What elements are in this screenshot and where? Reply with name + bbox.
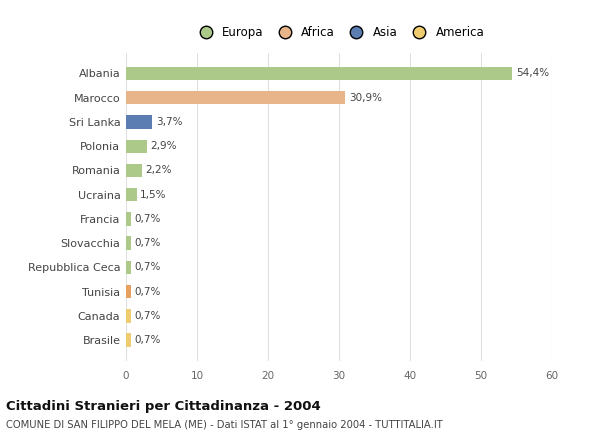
Text: 1,5%: 1,5% [140, 190, 167, 200]
Text: 54,4%: 54,4% [516, 69, 549, 78]
Bar [126, 285, 131, 298]
Text: 2,9%: 2,9% [150, 141, 176, 151]
Bar [126, 164, 142, 177]
Text: 0,7%: 0,7% [134, 311, 161, 321]
Text: Cittadini Stranieri per Cittadinanza - 2004: Cittadini Stranieri per Cittadinanza - 2… [6, 400, 321, 414]
Bar [126, 212, 131, 226]
Text: 2,2%: 2,2% [145, 165, 172, 176]
Text: COMUNE DI SAN FILIPPO DEL MELA (ME) - Dati ISTAT al 1° gennaio 2004 - TUTTITALIA: COMUNE DI SAN FILIPPO DEL MELA (ME) - Da… [6, 420, 443, 430]
Text: 0,7%: 0,7% [134, 335, 161, 345]
Bar [126, 236, 131, 250]
Bar [126, 139, 146, 153]
Text: 0,7%: 0,7% [134, 238, 161, 248]
Text: 30,9%: 30,9% [349, 93, 382, 103]
Text: 0,7%: 0,7% [134, 286, 161, 297]
Bar [126, 67, 512, 80]
Bar [126, 261, 131, 274]
Text: 0,7%: 0,7% [134, 262, 161, 272]
Bar [126, 115, 152, 128]
Bar [126, 309, 131, 323]
Bar [126, 188, 137, 202]
Text: 0,7%: 0,7% [134, 214, 161, 224]
Bar [126, 91, 346, 104]
Legend: Europa, Africa, Asia, America: Europa, Africa, Asia, America [189, 22, 489, 44]
Text: 3,7%: 3,7% [156, 117, 182, 127]
Bar [126, 334, 131, 347]
